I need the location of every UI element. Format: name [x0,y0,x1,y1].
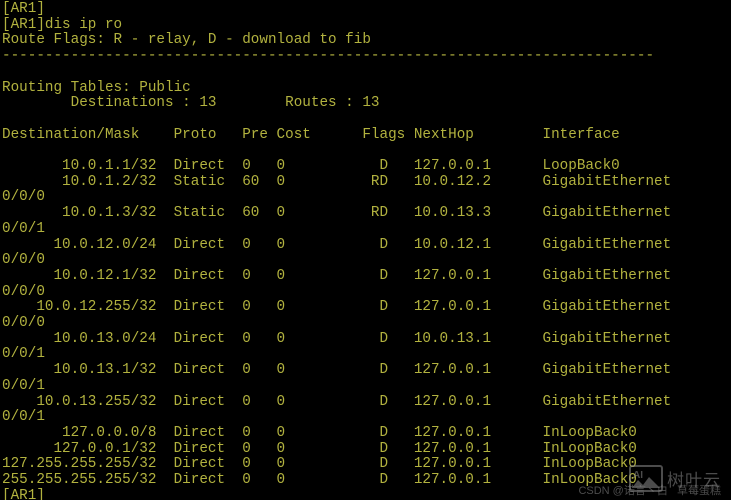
svg-text:AI: AI [633,470,643,481]
